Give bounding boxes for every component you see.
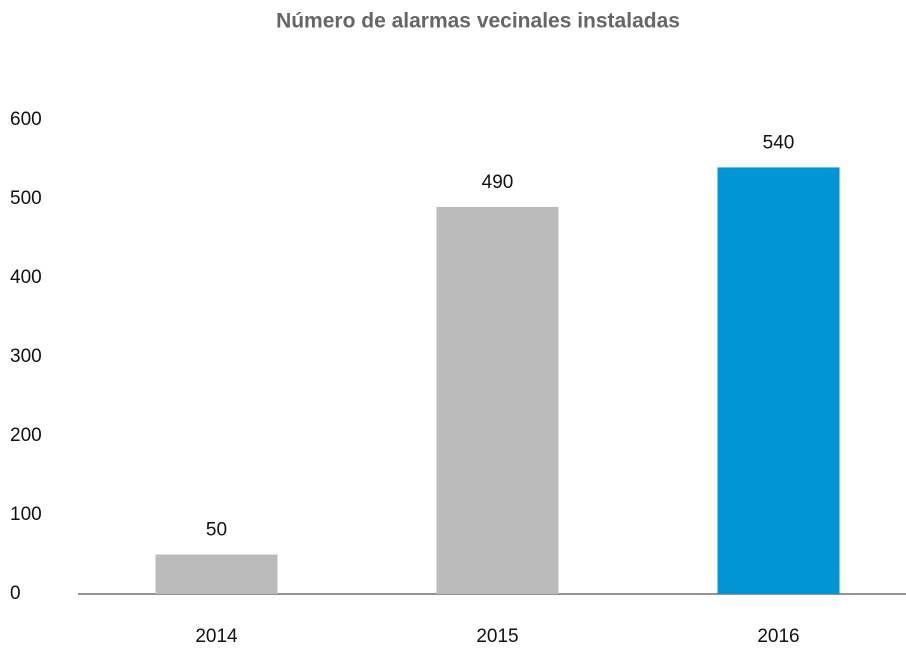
chart-title: Número de alarmas vecinales instaladas xyxy=(276,10,680,33)
bar xyxy=(436,206,559,594)
y-tick-label: 400 xyxy=(10,267,42,288)
y-tick-label: 600 xyxy=(10,109,42,130)
bar xyxy=(717,167,840,594)
bar xyxy=(155,554,278,594)
y-tick-label: 100 xyxy=(10,504,42,525)
y-tick-label: 0 xyxy=(10,583,21,604)
y-tick-label: 200 xyxy=(10,425,42,446)
x-tick-label: 2014 xyxy=(195,626,238,647)
y-tick-label: 300 xyxy=(10,346,42,367)
y-tick-label: 500 xyxy=(10,188,42,209)
x-tick-label: 2015 xyxy=(476,626,518,647)
data-label: 540 xyxy=(763,132,795,153)
x-tick-label: 2016 xyxy=(757,626,799,647)
data-label: 490 xyxy=(482,172,514,193)
data-label: 50 xyxy=(206,520,227,541)
